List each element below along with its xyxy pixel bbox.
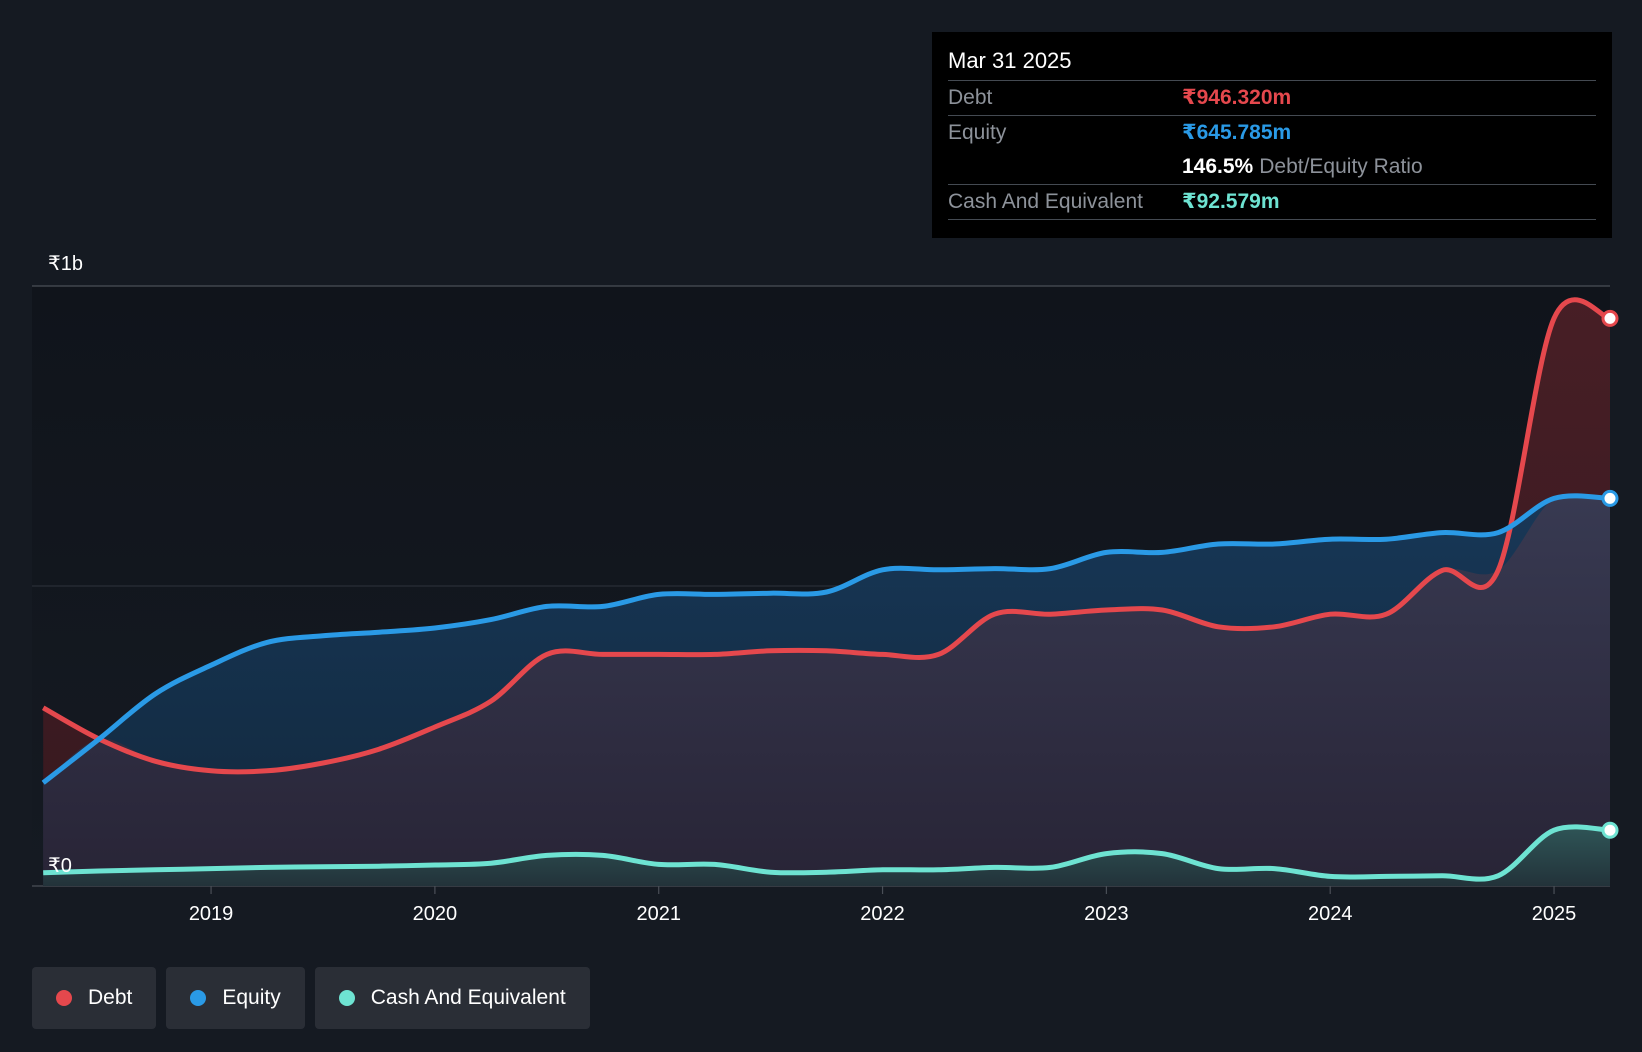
tooltip-cash-label: Cash And Equivalent <box>948 190 1143 213</box>
x-tick-label-2019: 2019 <box>189 903 234 925</box>
overlap-area <box>43 493 1611 886</box>
tooltip-debt-value: ₹946.320m <box>1182 86 1292 109</box>
tooltip-row-debt: Debt ₹946.320m <box>948 81 1596 116</box>
equity-end-marker <box>1601 489 1619 507</box>
tooltip-row-ratio: 146.5% Debt/Equity Ratio <box>948 150 1596 185</box>
y-tick-label-max: ₹1b <box>48 253 83 275</box>
legend: Debt Equity Cash And Equivalent <box>32 967 590 1029</box>
tooltip-row-cash: Cash And Equivalent ₹92.579m <box>948 185 1596 220</box>
tooltip-ratio: 146.5% Debt/Equity Ratio <box>1182 150 1423 184</box>
legend-label-equity: Equity <box>222 986 281 1009</box>
cash-line <box>43 824 1611 882</box>
x-tick-label-2020: 2020 <box>413 903 458 925</box>
debt-end-marker <box>1601 309 1619 327</box>
debt-dot-icon <box>56 990 72 1006</box>
axis-labels: ₹0 ₹1b 2019 2020 2021 2022 2023 2024 2025 <box>48 253 1576 925</box>
tooltip-ratio-spacer <box>948 150 1182 184</box>
legend-label-cash: Cash And Equivalent <box>370 986 566 1009</box>
cash-dot-icon <box>338 990 355 1006</box>
equity-dot-icon <box>190 990 207 1006</box>
x-tick-label-2023: 2023 <box>1084 903 1129 925</box>
legend-item-equity[interactable]: Equity <box>166 967 305 1029</box>
cash-area <box>43 826 1611 886</box>
tooltip-equity-value: ₹645.785m <box>1182 121 1292 144</box>
tooltip-debt-label: Debt <box>948 86 993 109</box>
y-tick-label-min: ₹0 <box>48 855 72 877</box>
tooltip-panel: Mar 31 2025 Debt ₹946.320m Equity ₹645.7… <box>932 32 1612 238</box>
series-lines <box>41 297 1611 882</box>
tooltip-equity-label: Equity <box>948 121 1007 144</box>
area-fills <box>43 299 1611 886</box>
legend-item-debt[interactable]: Debt <box>32 967 157 1029</box>
x-tick-label-2022: 2022 <box>860 903 905 925</box>
tooltip-ratio-label: Debt/Equity Ratio <box>1259 155 1423 178</box>
legend-item-cash[interactable]: Cash And Equivalent <box>314 967 590 1029</box>
cash-end-marker <box>1601 821 1619 839</box>
equity-line <box>41 493 1611 785</box>
x-tick-label-2021: 2021 <box>636 903 681 925</box>
x-tick-label-2025: 2025 <box>1532 903 1577 925</box>
debt-line <box>41 297 1611 775</box>
tooltip-row-equity: Equity ₹645.785m <box>948 116 1596 150</box>
end-markers <box>1601 309 1619 839</box>
tooltip-ratio-value: 146.5% <box>1182 155 1254 178</box>
tooltip-date: Mar 31 2025 <box>948 46 1596 81</box>
x-tick-label-2024: 2024 <box>1308 903 1353 925</box>
tooltip-cash-value: ₹92.579m <box>1182 190 1280 213</box>
legend-label-debt: Debt <box>88 986 133 1009</box>
